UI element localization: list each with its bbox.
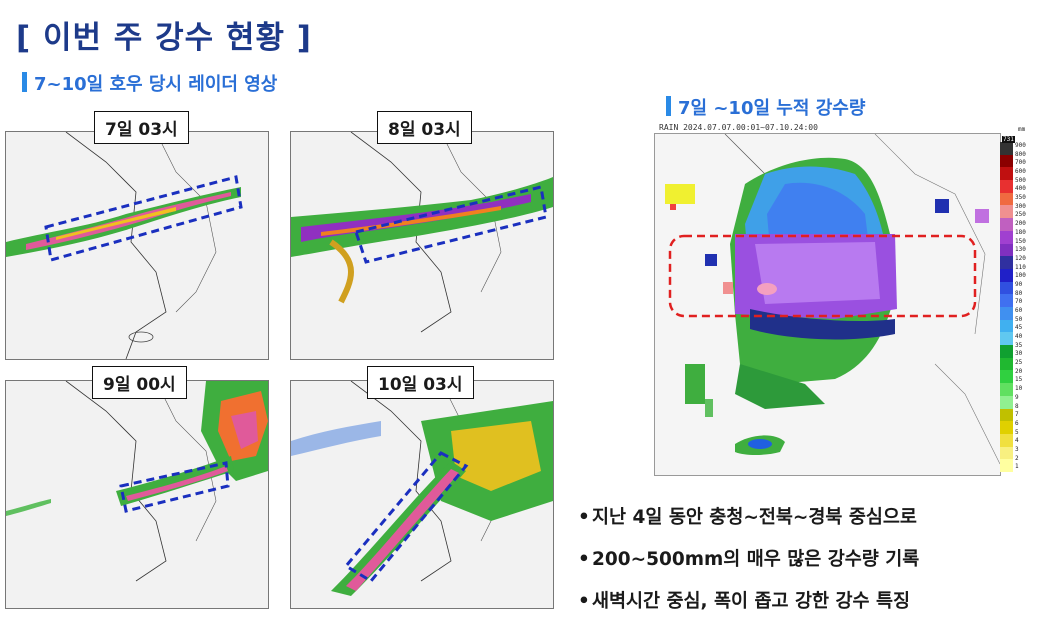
rainfall-map-image: [665, 134, 1000, 465]
scale-tick: 500: [1015, 176, 1026, 184]
radar-image-1: [6, 132, 243, 359]
scale-tick: 200: [1015, 220, 1026, 228]
scale-tick: 800: [1015, 150, 1026, 158]
scale-color-swatch: [1000, 446, 1013, 460]
summary-bullets: • 지난 4일 동안 충청~전북~경북 중심으로 • 200~500mm의 매우 많…: [578, 503, 919, 629]
radar-image-3: [6, 381, 268, 582]
scale-color-swatch: [1000, 218, 1013, 232]
scale-color-swatch: [1000, 205, 1013, 219]
radar-panel-1: [5, 131, 269, 360]
scale-tick: 150: [1015, 237, 1026, 245]
scale-color-swatch: [1000, 319, 1013, 333]
scale-tick: 20: [1015, 367, 1023, 375]
scale-tick: 900: [1015, 142, 1026, 149]
radar-image-4: [291, 381, 553, 596]
cumulative-section-heading: 7일 ~10일 누적 강수량: [666, 94, 865, 120]
scale-color-swatch: [1000, 180, 1013, 194]
map-header: RAIN 2024.07.07.00:01~07.10.24:00: [659, 123, 818, 132]
scale-tick: 5: [1015, 428, 1019, 436]
scale-color-swatch: [1000, 256, 1013, 270]
scale-tick: 70: [1015, 298, 1023, 306]
scale-tick: 600: [1015, 168, 1026, 176]
radar-panel-3: [5, 380, 269, 609]
scale-tick: 120: [1015, 254, 1026, 262]
scale-tick: 8: [1015, 402, 1019, 410]
scale-tick: 100: [1015, 272, 1026, 280]
scale-color-swatch: [1000, 307, 1013, 321]
scale-color-swatch: [1000, 408, 1013, 422]
scale-tick: 35: [1015, 341, 1023, 349]
scale-tick: 30: [1015, 350, 1023, 358]
scale-color-swatch: [1000, 154, 1013, 168]
bullet-item: • 새벽시간 중심, 폭이 좁고 강한 강수 특징: [578, 591, 910, 612]
scale-color-swatch: [1000, 421, 1013, 435]
bullet-item: • 지난 4일 동안 충청~전북~경북 중심으로: [578, 507, 917, 528]
scale-tick: 700: [1015, 159, 1026, 167]
scale-color-swatch: [1000, 268, 1013, 283]
scale-color-swatch: [1000, 357, 1013, 371]
scale-tick: 40: [1015, 333, 1023, 341]
scale-color-swatch: [1000, 383, 1013, 397]
scale-tick: 90: [1015, 280, 1023, 288]
radar-label-2: 8일 03시: [377, 111, 472, 144]
scale-tick: 130: [1015, 246, 1026, 254]
scale-tick: 400: [1015, 185, 1026, 193]
scale-tick: 80: [1015, 289, 1023, 297]
scale-max-label: 731: [1002, 136, 1015, 143]
radar-label-4: 10일 03시: [367, 366, 474, 399]
cumulative-rainfall-map: [654, 133, 1001, 476]
radar-label-3: 9일 00시: [92, 366, 187, 399]
radar-image-2: [291, 132, 553, 333]
scale-color-swatch: [1000, 281, 1013, 295]
scale-tick: 350: [1015, 194, 1026, 202]
scale-color-swatch: [1000, 433, 1013, 448]
scale-color-swatch: [1000, 142, 1013, 156]
scale-tick: 250: [1015, 211, 1026, 219]
radar-label-1: 7일 03시: [94, 111, 189, 144]
scale-tick: 10: [1015, 385, 1023, 393]
scale-color-swatch: [1000, 459, 1013, 473]
scale-tick: 180: [1015, 228, 1026, 236]
scale-tick: 6: [1015, 419, 1019, 427]
scale-color-swatch: [1000, 345, 1013, 359]
scale-color-swatch: [1000, 395, 1013, 410]
radar-panel-2: [290, 131, 554, 360]
scale-color-swatch: [1000, 243, 1013, 257]
scale-tick: 110: [1015, 263, 1026, 271]
page-title: [ 이번 주 강수 현황 ]: [16, 20, 312, 56]
scale-tick: 60: [1015, 307, 1023, 314]
scale-tick: 300: [1015, 202, 1026, 210]
scale-color-swatch: [1000, 370, 1013, 384]
scale-tick: 2: [1015, 454, 1019, 462]
scale-unit: mm: [1018, 126, 1026, 133]
radar-panel-4: [290, 380, 554, 609]
rainfall-color-scale: [1000, 142, 1013, 473]
scale-color-swatch: [1000, 332, 1013, 346]
scale-color-swatch: [1000, 192, 1013, 206]
scale-tick: 25: [1015, 359, 1023, 367]
scale-tick: 7: [1015, 411, 1019, 419]
scale-tick: 50: [1015, 315, 1023, 323]
scale-tick: 15: [1015, 376, 1023, 384]
radar-section-heading: 7~10일 호우 당시 레이더 영상: [22, 70, 277, 96]
scale-tick: 9: [1015, 393, 1019, 401]
scale-color-swatch: [1000, 230, 1013, 245]
scale-tick: 4: [1015, 437, 1019, 445]
scale-tick: 45: [1015, 324, 1023, 332]
scale-color-swatch: [1000, 294, 1013, 308]
bullet-item: • 200~500mm의 매우 많은 강수량 기록: [578, 549, 920, 570]
scale-tick: 1: [1015, 463, 1019, 471]
scale-tick: 3: [1015, 445, 1019, 453]
highlight-region-box: [668, 234, 977, 318]
scale-color-swatch: [1000, 167, 1013, 181]
